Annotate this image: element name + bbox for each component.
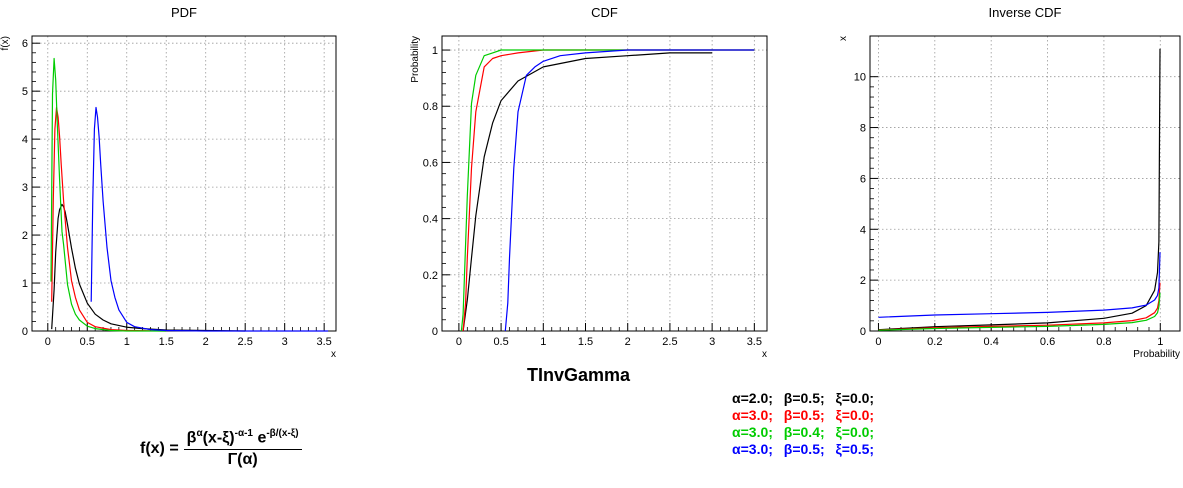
x-tick-label: 0.4 [984,336,999,348]
formula-beta: β [186,429,197,447]
formula-shift: (x-ξ) [202,429,235,447]
legend-alpha: α=3.0; [732,441,773,457]
y-tick-label: 4 [860,224,866,236]
x-tick-label: 0.5 [493,336,508,348]
series-line [51,106,167,332]
legend-beta: β=0.5; [783,441,825,457]
plot-frame [31,35,337,332]
y-tick-label: 6 [22,38,28,50]
x-tick-label: 1 [1157,336,1163,348]
y-tick-label: 0.4 [423,214,438,226]
x-tick-label: 3 [282,336,288,348]
pdf-formula: f(x) = βα(x-ξ)-α-1 e-β/(x-ξ) Γ(α) [140,428,302,469]
legend-row: α=3.0; β=0.5; ξ=0.0; [732,407,874,424]
y-tick-label: 4 [22,134,28,146]
legend-alpha: α=3.0; [732,407,773,423]
series-line [878,48,1161,331]
formula-exp-exponent: -β/(x-ξ) [266,428,299,439]
y-tick-label: 2 [22,230,28,242]
x-tick-label: 3 [709,336,715,348]
legend-xi: ξ=0.5; [835,441,875,457]
formula-beta-exponent: α [196,428,203,439]
x-tick-label: 1 [124,336,130,348]
x-tick-label: 2.5 [238,336,253,348]
legend-alpha: α=3.0; [732,424,773,440]
x-tick-label: 0.6 [1040,336,1055,348]
x-tick-label: 2 [203,336,209,348]
plot-frame [441,35,768,332]
legend-row: α=3.0; β=0.4; ξ=0.0; [732,424,874,441]
y-axis-label: f(x) [0,36,11,50]
series-line [460,49,755,332]
y-tick-label: 1 [22,278,28,290]
y-axis-label: x [838,36,849,41]
formula-denominator: Γ(α) [227,451,258,469]
main-title: TInvGamma [527,365,631,385]
x-tick-label: 0.2 [927,336,942,348]
x-tick-label: 2.5 [662,336,677,348]
y-tick-label: 1 [432,45,438,57]
x-tick-label: 0 [45,336,51,348]
y-tick-label: 10 [854,72,866,84]
parameter-legend: α=2.0; β=0.5; ξ=0.0; α=3.0; β=0.5; ξ=0.0… [732,390,874,458]
plot-frame [869,35,1181,332]
x-tick-label: 0 [456,336,462,348]
series-line [504,49,755,332]
x-tick-label: 2 [625,336,631,348]
series-line [51,203,246,332]
y-tick-label: 8 [860,123,866,135]
y-tick-label: 0 [432,326,438,338]
formula-shift-exponent: -α-1 [234,428,253,439]
x-tick-label: 3.5 [317,336,332,348]
legend-xi: ξ=0.0; [835,424,875,440]
x-tick-label: 0.5 [80,336,95,348]
x-tick-label: 1.5 [578,336,593,348]
x-axis-label: x [762,349,767,360]
legend-beta: β=0.5; [783,407,825,423]
legend-alpha: α=2.0; [732,390,773,406]
y-tick-label: 0.8 [423,101,438,113]
series-line [878,282,1161,331]
x-tick-label: 0.8 [1096,336,1111,348]
formula-lhs: f(x) = [140,439,179,457]
x-axis-label: x [331,349,336,360]
legend-beta: β=0.5; [783,390,825,406]
y-tick-label: 5 [22,86,28,98]
series-line [462,52,713,332]
legend-xi: ξ=0.0; [835,407,875,423]
chart-title: Inverse CDF [989,5,1062,20]
series-line [878,292,1161,331]
x-tick-label: 0 [875,336,881,348]
chart-canvas: 0 0.5 1 1.5 2 2.5 3 3.5 0 1 2 3 4 5 6 PDF x f(x) 0 0.5 1 1.5 2… [0,5,1181,360]
y-tick-label: 0.6 [423,157,438,169]
legend-row: α=2.0; β=0.5; ξ=0.0; [732,390,874,407]
x-tick-label: 3.5 [747,336,762,348]
series-line [90,106,329,332]
formula-exp-base: e [257,429,267,447]
series-line [878,252,1161,318]
x-axis-label: Probability [1133,349,1180,360]
x-tick-label: 1 [540,336,546,348]
y-axis-label: Probability [410,36,421,83]
legend-xi: ξ=0.0; [835,390,875,406]
series-line [462,49,755,332]
chart-title: CDF [591,5,618,20]
y-tick-label: 0.2 [423,270,438,282]
y-tick-label: 6 [860,173,866,185]
y-tick-label: 2 [860,275,866,287]
chart-panel: 0 0.5 1 1.5 2 2.5 3 3.5 0 0.2 0.4 0.6 0.8 1 CDF x Probab… [410,5,768,360]
y-tick-label: 3 [22,182,28,194]
formula-fraction: βα(x-ξ)-α-1 e-β/(x-ξ) Γ(α) [183,428,302,469]
legend-row: α=3.0; β=0.5; ξ=0.5; [732,441,874,458]
chart-panel: 0 0.5 1 1.5 2 2.5 3 3.5 0 1 2 3 4 5 6 PDF x f(x) [0,5,337,360]
series-line [50,57,167,332]
y-tick-label: 0 [22,326,28,338]
legend-beta: β=0.4; [783,424,825,440]
x-tick-label: 1.5 [159,336,174,348]
chart-title: PDF [171,5,197,20]
formula-numerator: βα(x-ξ)-α-1 e-β/(x-ξ) [183,428,302,451]
y-tick-label: 0 [860,326,866,338]
